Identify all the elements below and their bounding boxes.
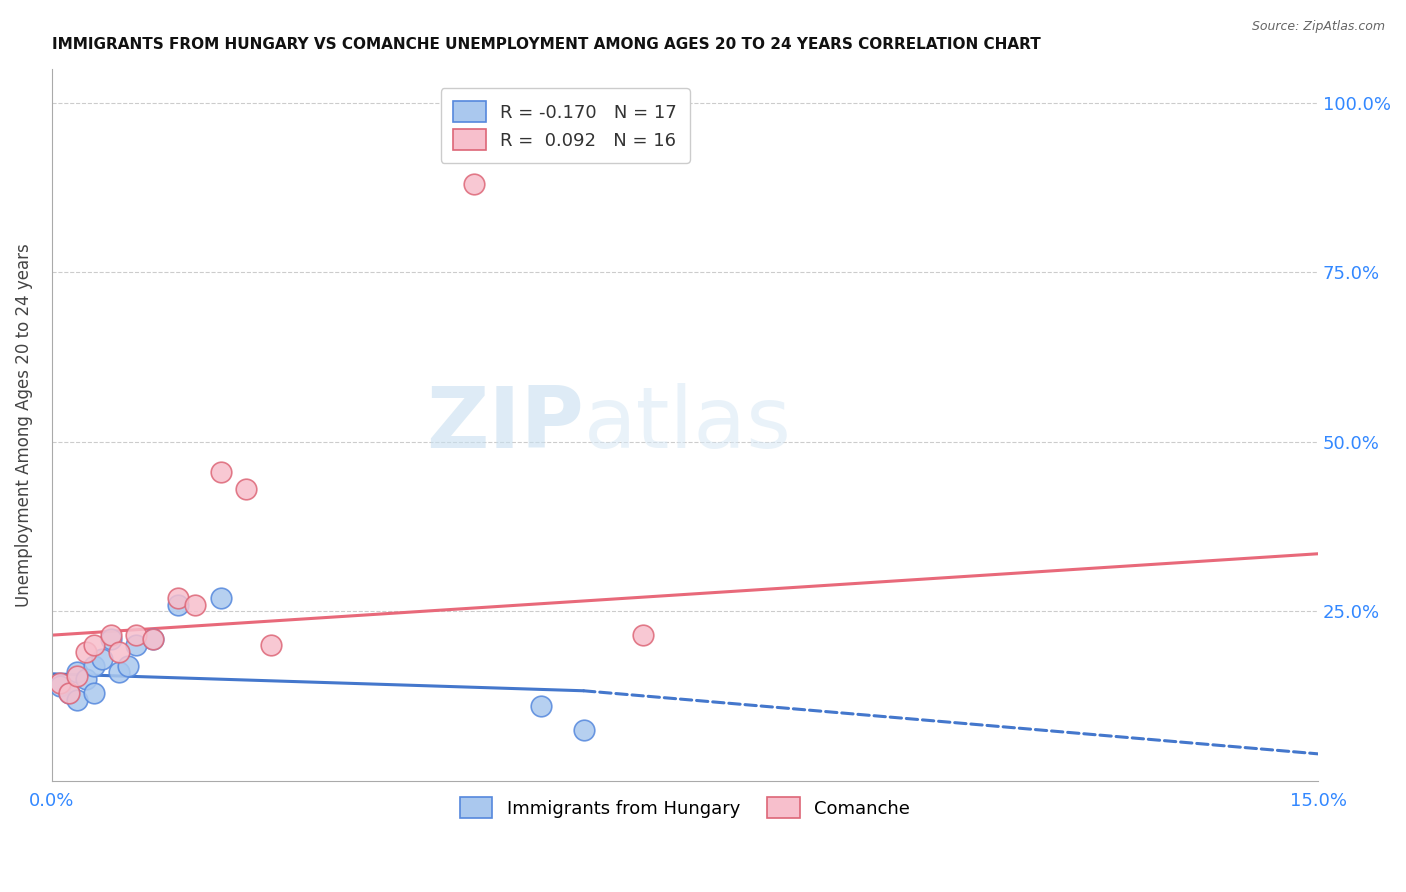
Point (463, 177, 485, 191)
Point (572, 723, 595, 738)
Point (108, 665, 131, 680)
Y-axis label: Unemployment Among Ages 20 to 24 years: Unemployment Among Ages 20 to 24 years (15, 243, 32, 607)
Point (184, 598, 207, 612)
Text: IMMIGRANTS FROM HUNGARY VS COMANCHE UNEMPLOYMENT AMONG AGES 20 TO 24 YEARS CORRE: IMMIGRANTS FROM HUNGARY VS COMANCHE UNEM… (52, 37, 1040, 53)
Legend: Immigrants from Hungary, Comanche: Immigrants from Hungary, Comanche (453, 790, 917, 825)
Point (66, 665, 89, 680)
Point (83, 658, 105, 673)
Point (58, 686, 80, 700)
Point (117, 658, 139, 673)
Text: atlas: atlas (583, 384, 792, 467)
Point (530, 699, 553, 714)
Point (75, 645, 97, 659)
Point (125, 638, 148, 652)
Point (91, 652, 114, 666)
Point (142, 632, 165, 646)
Point (66, 669, 89, 683)
Point (209, 466, 232, 480)
Point (75, 672, 97, 686)
Point (100, 628, 122, 642)
Text: Source: ZipAtlas.com: Source: ZipAtlas.com (1251, 20, 1385, 33)
Point (49, 675, 72, 690)
Point (100, 632, 122, 646)
Point (142, 632, 165, 646)
Point (209, 591, 232, 605)
Point (49, 679, 72, 693)
Point (167, 591, 190, 605)
Point (125, 628, 148, 642)
Point (58, 686, 80, 700)
Point (108, 645, 131, 659)
Point (631, 628, 654, 642)
Point (167, 598, 190, 612)
Text: ZIP: ZIP (426, 384, 583, 467)
Point (235, 483, 257, 497)
Point (66, 692, 89, 706)
Point (260, 638, 283, 652)
Point (83, 686, 105, 700)
Point (83, 638, 105, 652)
